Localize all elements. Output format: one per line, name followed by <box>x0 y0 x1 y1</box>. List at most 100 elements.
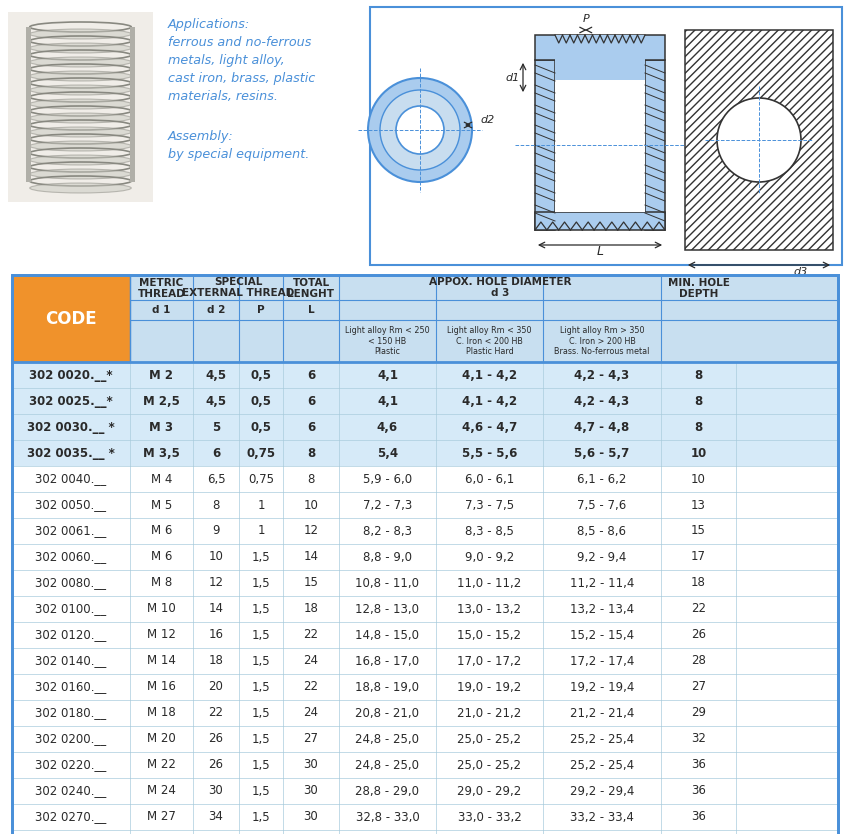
Text: 1,5: 1,5 <box>252 732 270 746</box>
Text: 30: 30 <box>303 785 319 797</box>
Bar <box>535 35 665 60</box>
Text: 302 0020.__*: 302 0020.__* <box>29 369 113 381</box>
Text: 18: 18 <box>208 655 224 667</box>
Text: Light alloy Rm < 350
C. Iron < 200 HB
Plastic Hard: Light alloy Rm < 350 C. Iron < 200 HB Pl… <box>447 326 532 356</box>
Text: 33,2 - 33,4: 33,2 - 33,4 <box>570 811 634 823</box>
Text: M 18: M 18 <box>147 706 176 720</box>
Ellipse shape <box>30 99 131 109</box>
Bar <box>12 570 838 596</box>
Bar <box>0 0 850 272</box>
Text: 1,5: 1,5 <box>252 576 270 590</box>
Text: by special equipment.: by special equipment. <box>168 148 309 161</box>
Text: 10: 10 <box>303 499 319 511</box>
Text: 10: 10 <box>208 550 224 564</box>
Text: 6,0 - 6,1: 6,0 - 6,1 <box>465 473 514 485</box>
Text: 11,2 - 11,4: 11,2 - 11,4 <box>570 576 634 590</box>
Text: 18: 18 <box>691 576 706 590</box>
Text: 9: 9 <box>212 525 220 537</box>
Text: 25,0 - 25,2: 25,0 - 25,2 <box>457 732 522 746</box>
Text: 1,5: 1,5 <box>252 706 270 720</box>
Text: 24: 24 <box>303 655 319 667</box>
Text: 302 0080.__: 302 0080.__ <box>36 576 106 590</box>
Ellipse shape <box>30 141 131 151</box>
Text: 15,2 - 15,4: 15,2 - 15,4 <box>570 629 634 641</box>
Text: 15: 15 <box>303 576 319 590</box>
Text: 6: 6 <box>307 369 315 381</box>
Text: 10,8 - 11,0: 10,8 - 11,0 <box>355 576 420 590</box>
Text: 8: 8 <box>308 473 314 485</box>
Ellipse shape <box>30 169 131 179</box>
Text: 302 0180.__: 302 0180.__ <box>36 706 106 720</box>
Text: 4,6: 4,6 <box>377 420 398 434</box>
Text: 0,75: 0,75 <box>246 446 275 460</box>
Bar <box>12 752 838 778</box>
Text: 5,9 - 6,0: 5,9 - 6,0 <box>363 473 412 485</box>
Text: 26: 26 <box>208 758 224 771</box>
Text: 13: 13 <box>691 499 706 511</box>
Text: 0,5: 0,5 <box>251 394 271 408</box>
Text: 302 0270.__: 302 0270.__ <box>36 811 106 823</box>
Bar <box>130 27 135 182</box>
Text: 5,6 - 5,7: 5,6 - 5,7 <box>575 446 630 460</box>
Text: M 20: M 20 <box>147 732 176 746</box>
Text: P: P <box>582 14 589 24</box>
Text: 14: 14 <box>208 602 224 615</box>
Text: 8,5 - 8,6: 8,5 - 8,6 <box>577 525 626 537</box>
Text: 16,8 - 17,0: 16,8 - 17,0 <box>355 655 420 667</box>
Text: 4,1 - 4,2: 4,1 - 4,2 <box>462 394 517 408</box>
Text: 26: 26 <box>208 732 224 746</box>
Text: 302 0240.__: 302 0240.__ <box>36 785 106 797</box>
Text: 302 0120.__: 302 0120.__ <box>36 629 106 641</box>
Text: 1: 1 <box>258 525 264 537</box>
Text: d2: d2 <box>480 115 494 125</box>
Text: 4,7 - 4,8: 4,7 - 4,8 <box>575 420 630 434</box>
Text: 27: 27 <box>691 681 706 694</box>
Text: 5,4: 5,4 <box>377 446 398 460</box>
Bar <box>26 27 31 182</box>
Text: 9,2 - 9,4: 9,2 - 9,4 <box>577 550 626 564</box>
Text: 25,0 - 25,2: 25,0 - 25,2 <box>457 758 522 771</box>
Text: 1,5: 1,5 <box>252 655 270 667</box>
Text: 24,8 - 25,0: 24,8 - 25,0 <box>355 732 420 746</box>
Text: L: L <box>597 245 603 258</box>
Text: 8: 8 <box>694 369 703 381</box>
Bar <box>555 60 645 212</box>
Text: 17,2 - 17,4: 17,2 - 17,4 <box>570 655 634 667</box>
Text: 32: 32 <box>691 732 706 746</box>
Text: 22: 22 <box>303 629 319 641</box>
Text: 4,6 - 4,7: 4,6 - 4,7 <box>462 420 517 434</box>
Text: 25,2 - 25,4: 25,2 - 25,4 <box>570 732 634 746</box>
Text: 36: 36 <box>691 785 706 797</box>
Bar <box>535 212 665 230</box>
Text: M 14: M 14 <box>147 655 176 667</box>
Bar <box>12 596 838 622</box>
Text: 19,0 - 19,2: 19,0 - 19,2 <box>457 681 522 694</box>
Text: 12: 12 <box>303 525 319 537</box>
Bar <box>12 388 838 414</box>
Text: M 10: M 10 <box>147 602 176 615</box>
Text: Applications:: Applications: <box>168 18 250 31</box>
Text: M 5: M 5 <box>150 499 172 511</box>
Text: M 12: M 12 <box>147 629 176 641</box>
Text: 24,8 - 25,0: 24,8 - 25,0 <box>355 758 420 771</box>
Circle shape <box>368 78 472 182</box>
Text: 14: 14 <box>303 550 319 564</box>
Text: 15: 15 <box>691 525 706 537</box>
Text: 7,2 - 7,3: 7,2 - 7,3 <box>363 499 412 511</box>
Text: 8,8 - 9,0: 8,8 - 9,0 <box>363 550 412 564</box>
Text: 302 0061.__: 302 0061.__ <box>36 525 106 537</box>
Text: 0,75: 0,75 <box>248 473 274 485</box>
Bar <box>12 622 838 648</box>
Bar <box>12 726 838 752</box>
Ellipse shape <box>30 155 131 165</box>
Text: 5: 5 <box>212 420 220 434</box>
Text: 7,5 - 7,6: 7,5 - 7,6 <box>577 499 626 511</box>
Text: 302 0025.__*: 302 0025.__* <box>29 394 113 408</box>
Text: 6,5: 6,5 <box>207 473 225 485</box>
Text: TOTAL
LENGHT: TOTAL LENGHT <box>287 278 335 299</box>
Text: 4,2 - 4,3: 4,2 - 4,3 <box>575 369 630 381</box>
Bar <box>130 275 838 362</box>
Text: M 6: M 6 <box>150 525 173 537</box>
Bar <box>370 7 842 265</box>
Text: 20,8 - 21,0: 20,8 - 21,0 <box>355 706 420 720</box>
